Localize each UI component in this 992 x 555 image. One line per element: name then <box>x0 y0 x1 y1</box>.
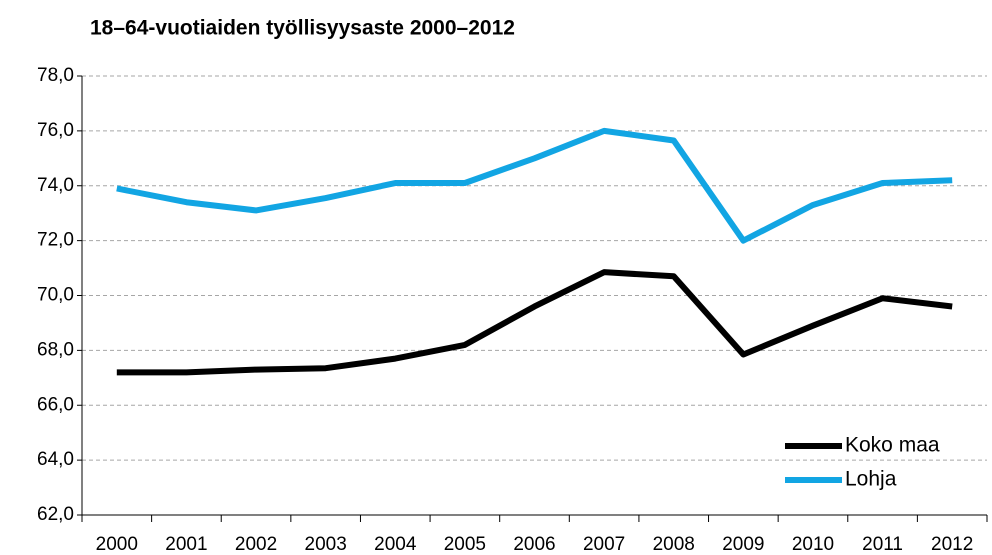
x-tick-label: 2001 <box>165 534 207 555</box>
x-tick-label: 2005 <box>444 534 486 555</box>
legend-label: Lohja <box>845 468 897 491</box>
y-tick-label: 70,0 <box>37 285 74 306</box>
x-tick-label: 2008 <box>653 534 695 555</box>
x-tick-label: 2002 <box>235 534 277 555</box>
x-tick-label: 2006 <box>513 534 555 555</box>
y-tick-label: 76,0 <box>37 120 74 141</box>
y-tick-label: 66,0 <box>37 394 74 415</box>
y-tick-label: 74,0 <box>37 175 74 196</box>
y-tick-label: 64,0 <box>37 449 74 470</box>
series-line <box>116 127 953 244</box>
y-tick-label: 68,0 <box>37 339 74 360</box>
x-tick-label: 2009 <box>722 534 764 555</box>
series-line <box>116 269 953 376</box>
x-tick-label: 2000 <box>96 534 138 555</box>
x-tick-label: 2010 <box>792 534 834 555</box>
y-tick-label: 78,0 <box>37 65 74 86</box>
x-tick-label: 2003 <box>305 534 347 555</box>
y-tick-label: 62,0 <box>37 504 74 525</box>
legend-label: Koko maa <box>845 434 940 457</box>
x-tick-label: 2011 <box>862 534 903 555</box>
x-tick-label: 2012 <box>931 534 973 555</box>
y-tick-label: 72,0 <box>37 230 74 251</box>
x-tick-label: 2007 <box>583 534 625 555</box>
chart-title: 18–64-vuotiaiden työllisyysaste 2000–201… <box>90 17 515 40</box>
x-tick-label: 2004 <box>374 534 417 555</box>
